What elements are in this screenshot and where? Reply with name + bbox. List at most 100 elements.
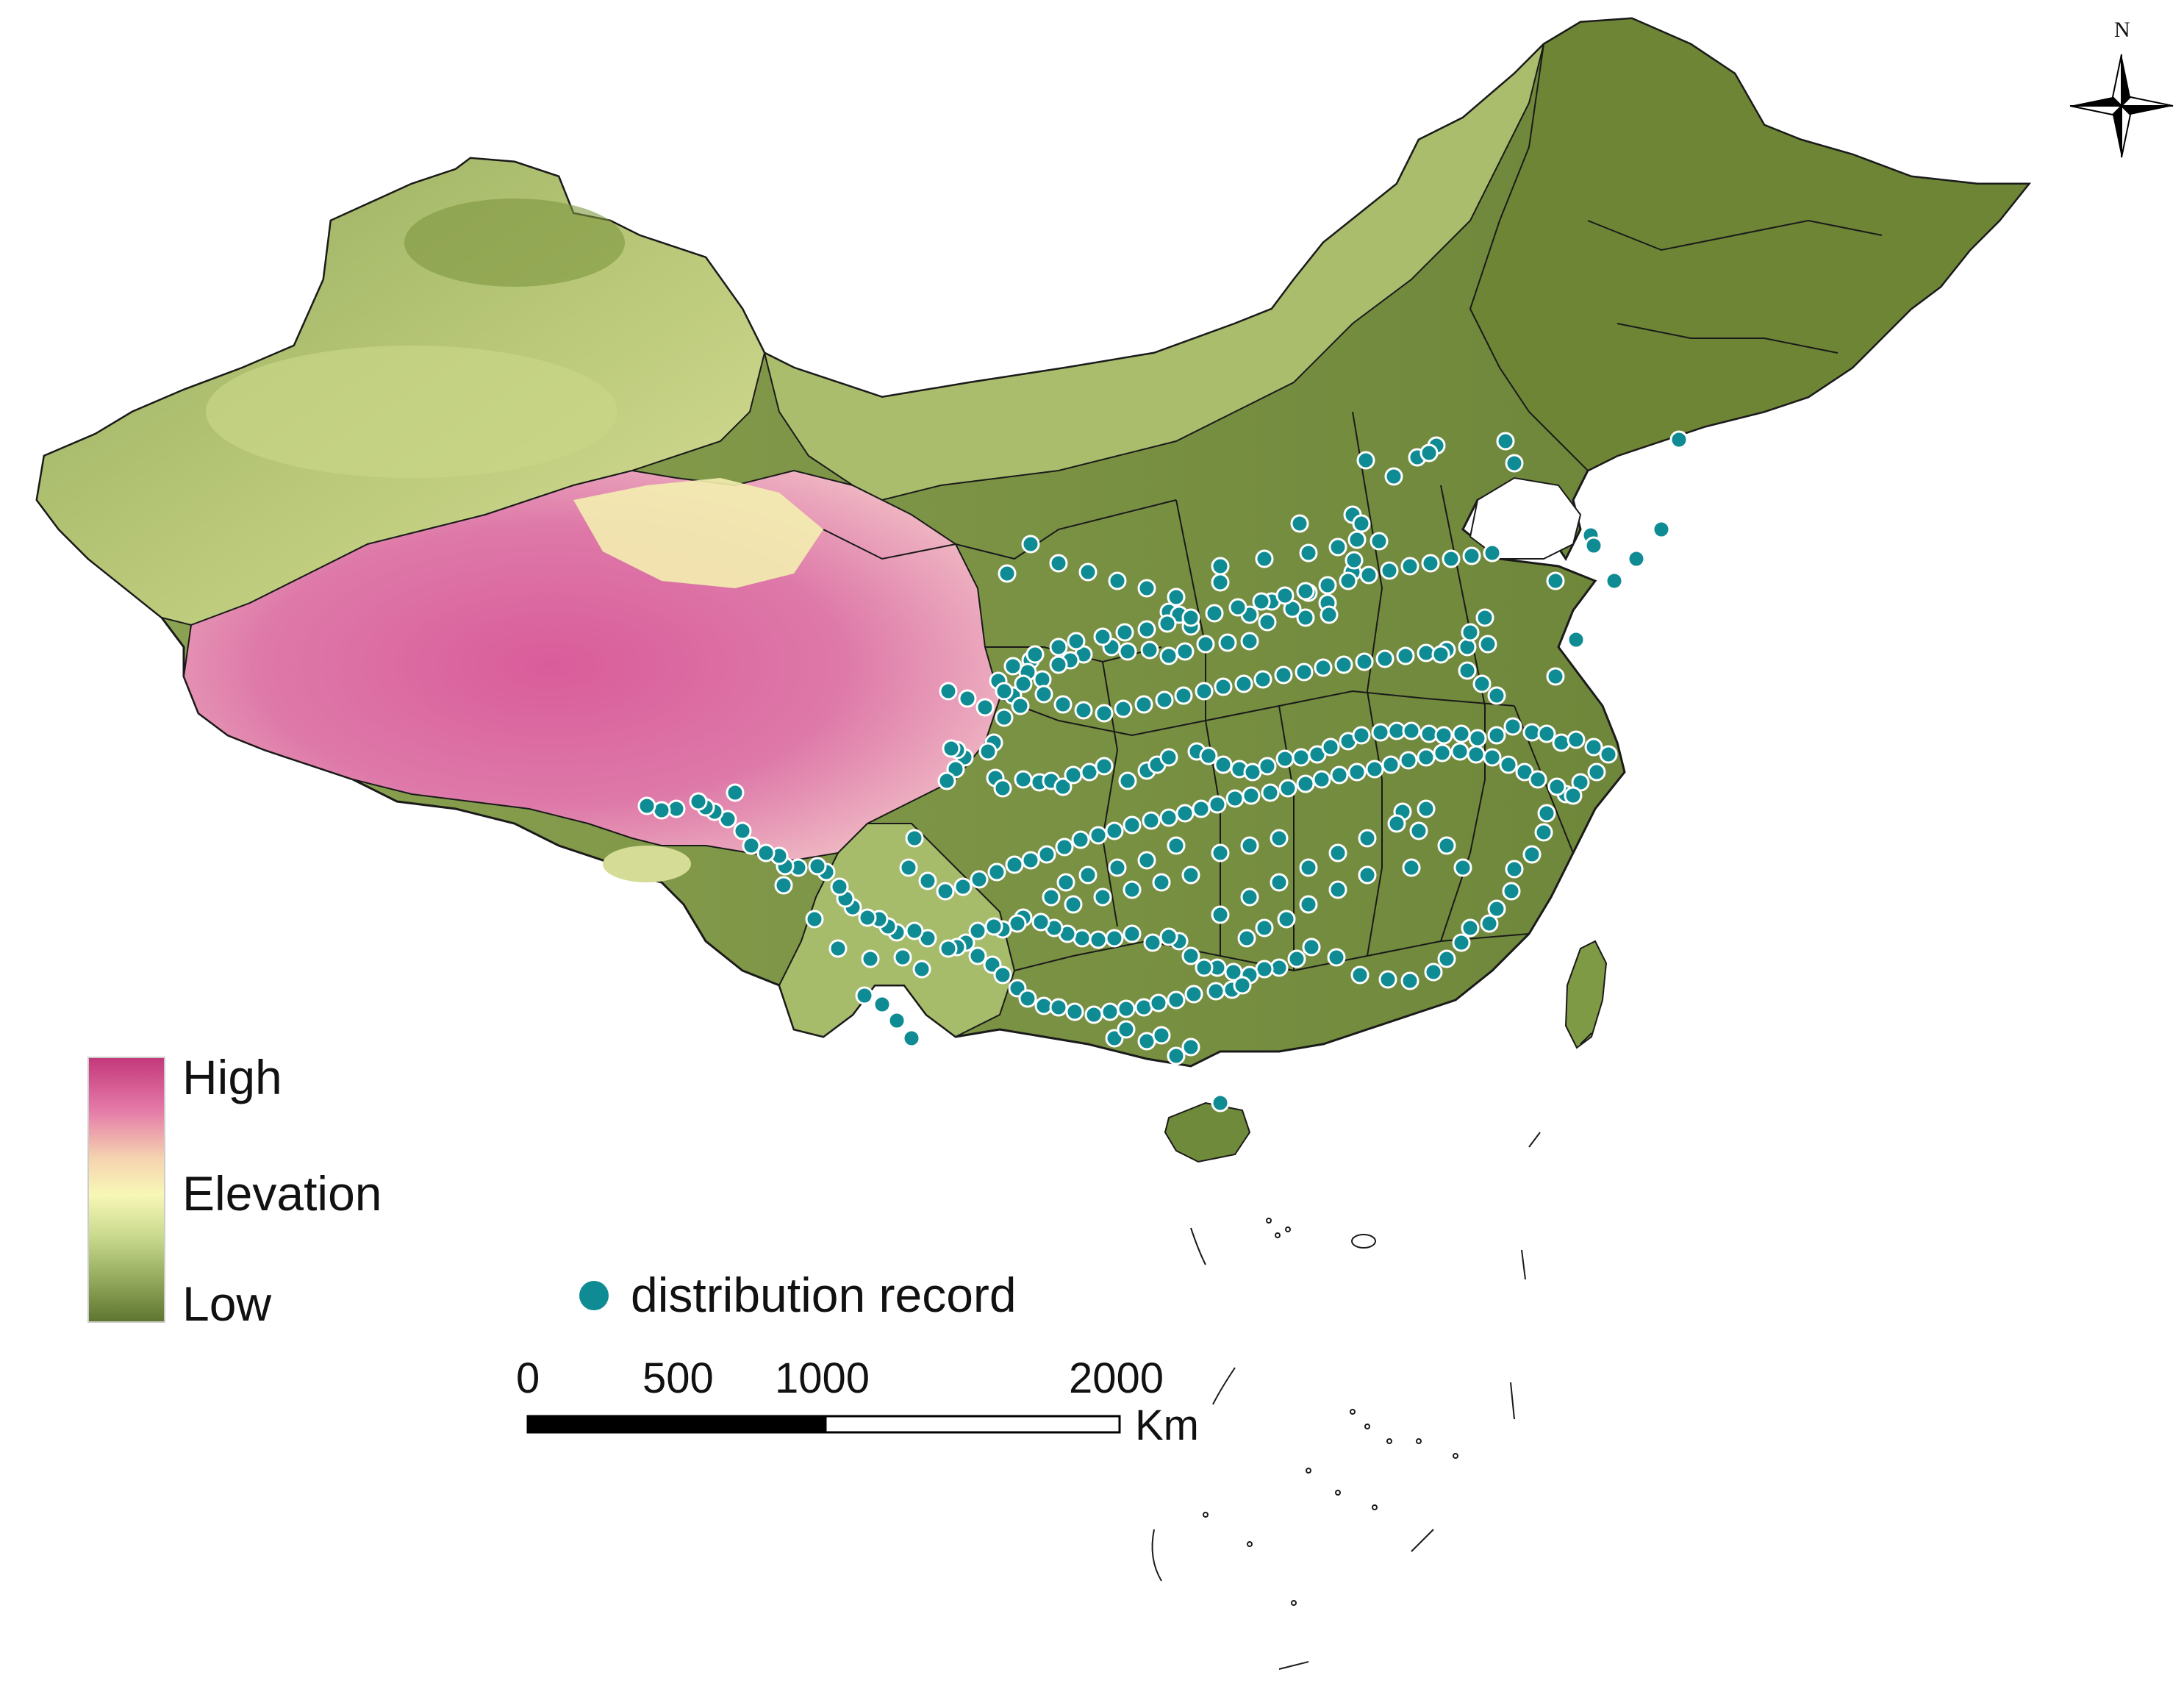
distribution-record-point xyxy=(1522,845,1542,864)
distribution-record-point xyxy=(1095,704,1114,723)
distribution-record-point xyxy=(1255,549,1274,568)
distribution-record-point xyxy=(1652,520,1671,539)
distribution-record-point xyxy=(1211,1093,1230,1112)
distribution-record-point xyxy=(1528,770,1547,789)
distribution-record-point xyxy=(978,742,998,761)
distribution-record-point xyxy=(1461,918,1480,938)
distribution-record-point xyxy=(1534,823,1553,842)
island-taiwan xyxy=(1564,940,1608,1049)
distribution-record-point xyxy=(1567,630,1586,649)
distribution-record-point xyxy=(1095,757,1114,776)
distribution-record-point xyxy=(1053,695,1073,714)
distribution-record-point xyxy=(1452,933,1471,952)
elevation-legend-bar xyxy=(87,1057,165,1323)
distribution-record-point xyxy=(1483,748,1502,767)
distribution-record-point xyxy=(1505,860,1524,879)
legend-high-label: High xyxy=(182,1050,282,1104)
distribution-record-point xyxy=(1181,1038,1200,1057)
distribution-record-point xyxy=(1278,779,1297,798)
distribution-record-point xyxy=(805,910,824,929)
distribution-record-point xyxy=(1292,748,1311,767)
distribution-record-point xyxy=(905,829,924,848)
distribution-record-point xyxy=(995,682,1014,701)
distribution-record-point xyxy=(1195,958,1214,977)
distribution-record-point xyxy=(1462,546,1481,565)
distribution-record-point xyxy=(1431,645,1450,664)
distribution-record-point xyxy=(987,863,1006,882)
distribution-record-point xyxy=(774,876,793,895)
distribution-record-point xyxy=(958,689,977,708)
distribution-record-point xyxy=(1167,588,1186,607)
distribution-record-point xyxy=(998,564,1017,583)
legend-low-label: Low xyxy=(182,1276,272,1331)
distribution-record-point xyxy=(1240,888,1259,907)
distribution-record-point xyxy=(1296,608,1315,627)
distribution-record-point xyxy=(1089,930,1108,949)
distribution-record-point xyxy=(918,871,937,890)
distribution-record-point xyxy=(1378,970,1397,989)
distribution-record-point xyxy=(905,921,924,940)
distribution-record-point xyxy=(1108,858,1127,877)
distribution-record-point xyxy=(858,908,877,927)
distribution-record-point xyxy=(1567,730,1586,749)
distribution-record-point xyxy=(899,858,918,877)
distribution-record-point xyxy=(1352,726,1371,745)
distribution-record-point xyxy=(1240,836,1259,855)
distribution-record-point xyxy=(1270,829,1289,848)
distribution-record-point xyxy=(1371,723,1390,742)
distribution-record-point xyxy=(873,995,892,1014)
distribution-record-point xyxy=(1115,623,1134,642)
distribution-record-point xyxy=(1159,748,1178,767)
distribution-record-point xyxy=(1387,814,1406,833)
distribution-record-point xyxy=(808,857,827,876)
distribution-record-point xyxy=(1064,765,1083,785)
distribution-record-point xyxy=(1434,726,1453,745)
distribution-record-point xyxy=(1117,1020,1136,1039)
distribution-record-point xyxy=(1105,929,1124,948)
region-northeast xyxy=(1469,17,2031,472)
distribution-record-point xyxy=(1003,657,1023,676)
scale-tick-500: 500 xyxy=(642,1354,714,1402)
distribution-record-point xyxy=(1365,760,1384,779)
region-inner-mongolia xyxy=(763,41,1545,501)
distribution-record-point xyxy=(1005,855,1024,874)
distribution-record-point xyxy=(1274,665,1293,685)
distribution-record-point xyxy=(1118,642,1137,661)
distribution-record-point xyxy=(1114,699,1133,718)
distribution-record-point xyxy=(1252,592,1271,611)
distribution-record-point xyxy=(1402,858,1421,877)
distribution-record-point xyxy=(1228,598,1247,617)
scale-bar-graphic xyxy=(526,1415,1121,1434)
legend-elevation-title: Elevation xyxy=(182,1166,382,1221)
distribution-record-point xyxy=(1334,655,1353,674)
distribution-record-point xyxy=(887,1011,906,1030)
distribution-record-point xyxy=(1143,933,1162,952)
distribution-record-point xyxy=(939,682,958,701)
distribution-record-point xyxy=(912,960,931,979)
distribution-record-point xyxy=(968,921,987,940)
distribution-record-point xyxy=(993,965,1012,985)
distribution-record-point xyxy=(1159,646,1178,665)
distribution-record-point xyxy=(1152,1026,1171,1045)
distribution-record-point xyxy=(1123,880,1142,899)
province-boundaries xyxy=(823,219,1883,972)
distribution-record-point xyxy=(1503,717,1522,736)
distribution-record-point xyxy=(1358,865,1377,885)
distribution-record-point xyxy=(1270,873,1289,892)
distribution-record-point xyxy=(1546,571,1565,590)
distribution-record-point xyxy=(1184,985,1203,1004)
dzungaria-basin xyxy=(404,199,625,287)
distribution-record-point xyxy=(1409,821,1428,840)
distribution-record-point xyxy=(1253,670,1272,689)
distribution-record-point xyxy=(1599,745,1618,764)
distribution-record-point xyxy=(1296,774,1315,793)
distribution-record-point xyxy=(1487,686,1506,705)
distribution-record-point xyxy=(1537,804,1556,823)
distribution-record-point xyxy=(1275,586,1295,605)
distribution-record-point xyxy=(1370,532,1389,551)
distribution-record-point xyxy=(1587,762,1606,782)
distribution-record-point xyxy=(1627,549,1646,568)
distribution-record-point xyxy=(1359,565,1378,585)
distribution-record-point xyxy=(936,882,955,901)
